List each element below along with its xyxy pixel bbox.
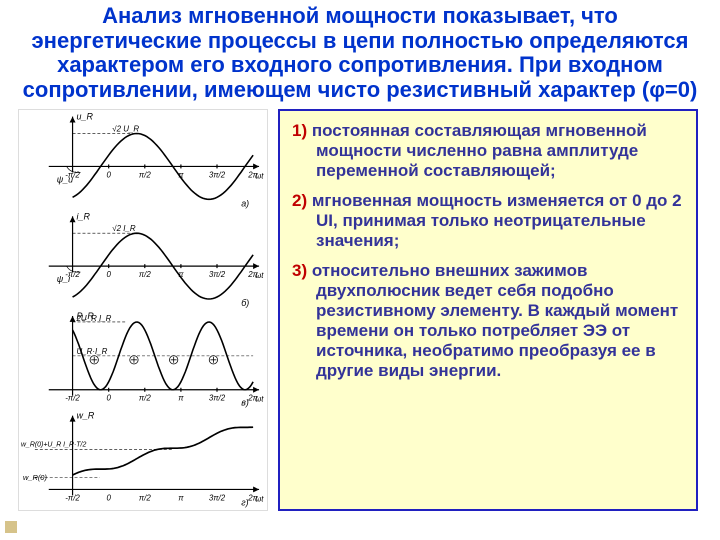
svg-text:π: π — [178, 393, 184, 402]
svg-text:0: 0 — [106, 493, 111, 502]
svg-text:3π/2: 3π/2 — [209, 493, 226, 502]
svg-text:π/2: π/2 — [139, 270, 152, 279]
svg-text:ωt: ωt — [255, 394, 264, 403]
svg-text:0: 0 — [106, 170, 111, 179]
slide: Анализ мгновенной мощности показывает, ч… — [0, 0, 720, 540]
svg-text:-π/2: -π/2 — [65, 393, 80, 402]
property-item: 2) мгновенная мощность изменяется от 0 д… — [292, 191, 686, 251]
property-item: 3) относительно внешних зажимов двухполю… — [292, 261, 686, 381]
slide-title: Анализ мгновенной мощности показывает, ч… — [0, 0, 720, 109]
property-item: 1) постоянная составляющая мгновенной мо… — [292, 121, 686, 181]
svg-text:б): б) — [241, 298, 249, 308]
svg-text:π/2: π/2 — [139, 170, 152, 179]
svg-text:0: 0 — [106, 270, 111, 279]
svg-text:г): г) — [241, 497, 248, 507]
svg-text:0: 0 — [106, 393, 111, 402]
content-row: -π/20π/2π3π/22πωtu_Rа)√2 U_Rψ_u-π/20π/2π… — [0, 109, 720, 513]
svg-text:ωt: ωt — [255, 494, 264, 503]
corner-bullet-icon — [5, 521, 17, 533]
svg-text:i_R: i_R — [77, 211, 91, 221]
svg-text:3π/2: 3π/2 — [209, 393, 226, 402]
svg-text:-π/2: -π/2 — [65, 493, 80, 502]
svg-text:w_R(0)+U_R I_R·T/2: w_R(0)+U_R I_R·T/2 — [21, 441, 86, 448]
svg-text:w_R(0): w_R(0) — [23, 473, 47, 482]
svg-text:u_R: u_R — [77, 111, 94, 121]
svg-text:а): а) — [241, 198, 249, 208]
svg-text:ψ_i: ψ_i — [57, 274, 71, 284]
svg-text:ωt: ωt — [255, 171, 264, 180]
properties-textbox: 1) постоянная составляющая мгновенной мо… — [278, 109, 698, 511]
svg-text:π/2: π/2 — [139, 393, 152, 402]
svg-text:√2 U_R: √2 U_R — [112, 124, 139, 133]
svg-text:2U_R I_R: 2U_R I_R — [76, 313, 112, 322]
svg-text:ωt: ωt — [255, 271, 264, 280]
svg-text:ψ_u: ψ_u — [57, 174, 73, 184]
svg-text:в): в) — [241, 397, 249, 407]
svg-text:w_R: w_R — [77, 410, 95, 420]
properties-list: 1) постоянная составляющая мгновенной мо… — [292, 121, 686, 382]
svg-text:π: π — [178, 493, 184, 502]
svg-text:3π/2: 3π/2 — [209, 270, 226, 279]
waveform-figure: -π/20π/2π3π/22πωtu_Rа)√2 U_Rψ_u-π/20π/2π… — [18, 109, 268, 511]
svg-text:√2 I_R: √2 I_R — [112, 224, 136, 233]
svg-text:π/2: π/2 — [139, 493, 152, 502]
svg-text:3π/2: 3π/2 — [209, 170, 226, 179]
